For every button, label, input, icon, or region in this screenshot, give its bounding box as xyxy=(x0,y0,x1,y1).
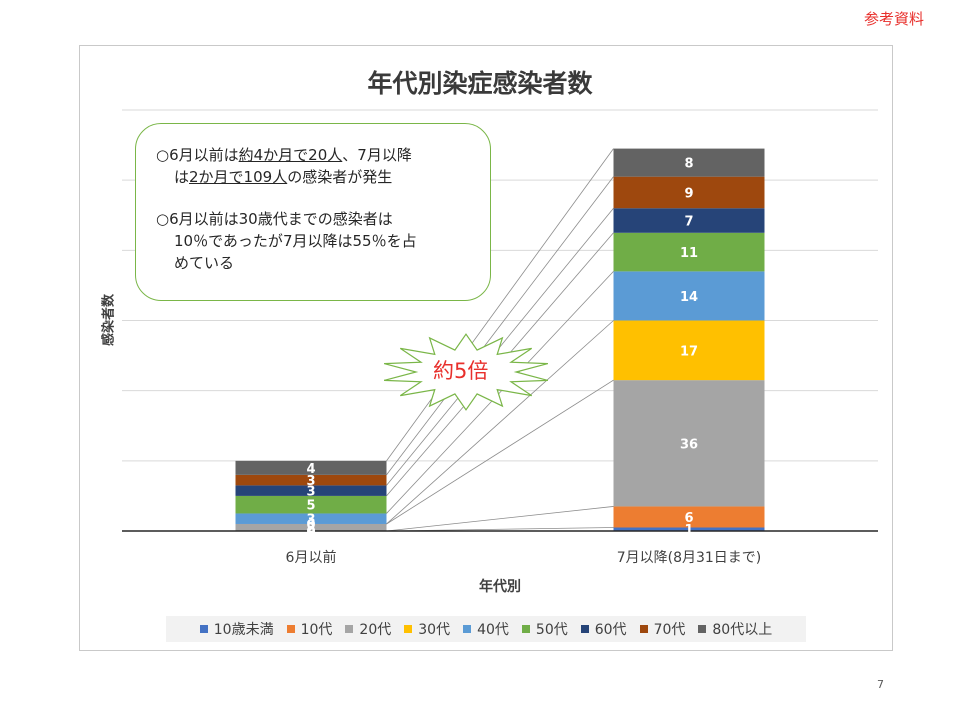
note-text-underlined: 2か月で109人 xyxy=(189,168,288,186)
legend-label: 80代以上 xyxy=(712,622,773,638)
chart-title: 年代別染症感染者数 xyxy=(367,69,593,98)
note-line: ○6月以前は約4か月で20人、7月以降 xyxy=(156,144,474,166)
bar-segment xyxy=(613,506,765,528)
note-line: は2か月で109人の感染者が発生 xyxy=(156,166,474,188)
data-label: 9 xyxy=(684,186,693,201)
data-label: 14 xyxy=(680,290,698,305)
legend-label: 40代 xyxy=(477,622,509,638)
note-text: の感染者が発生 xyxy=(287,168,393,186)
x-tick-label: 7月以降(8月31日まで) xyxy=(616,550,762,566)
chart-frame xyxy=(79,45,893,651)
data-label: 36 xyxy=(680,437,698,452)
legend-swatch xyxy=(463,625,472,633)
data-label: 0 xyxy=(306,525,315,540)
legend-label: 10代 xyxy=(300,622,333,638)
bar-segment xyxy=(613,380,765,507)
legend-label: 20代 xyxy=(359,622,392,638)
burst-label: 約5倍 xyxy=(433,359,489,383)
burst-shape xyxy=(383,333,549,411)
legend-swatch xyxy=(698,625,707,633)
bar-segment xyxy=(235,513,387,524)
bar-segment xyxy=(613,271,765,321)
bar-segment xyxy=(235,474,387,486)
bar-segment xyxy=(613,527,765,531)
data-label: 17 xyxy=(680,344,698,359)
legend-label: 30代 xyxy=(418,622,451,638)
legend-label: 60代 xyxy=(594,622,627,638)
series-connector-line xyxy=(386,506,614,532)
legend-item: 60代 xyxy=(580,619,627,639)
bar-segment xyxy=(613,232,765,272)
legend-item: 70代 xyxy=(639,619,686,639)
data-label: 0 xyxy=(306,525,315,540)
note-text-underlined: 約4か月で20人 xyxy=(238,146,343,164)
legend-swatch xyxy=(345,625,354,633)
x-axis-label: 年代別 xyxy=(479,579,521,595)
series-connector-line xyxy=(386,271,614,514)
note-text: ○6月以前は xyxy=(156,146,239,164)
bar-segment xyxy=(613,320,765,381)
legend-item: 30代 xyxy=(404,619,450,639)
note-text: は xyxy=(174,168,190,186)
legend-swatch xyxy=(199,625,208,633)
bar-segment xyxy=(613,148,765,177)
legend-label: 10歳未満 xyxy=(213,622,274,638)
data-label: 5 xyxy=(306,499,315,514)
reference-label: 参考資料 xyxy=(863,10,924,28)
series-connector-line xyxy=(386,320,614,525)
legend-item: 10代 xyxy=(286,619,333,639)
legend-label: 70代 xyxy=(653,622,686,638)
bar-segment xyxy=(235,495,387,514)
legend-swatch xyxy=(521,625,530,633)
legend-item: 80代以上 xyxy=(698,619,772,639)
page-number: 7 xyxy=(877,678,884,691)
series-connector-line xyxy=(386,148,614,462)
note-text: 、7月以降 xyxy=(342,146,412,164)
legend-item: 40代 xyxy=(463,619,509,639)
y-axis-label: 感染者数 xyxy=(101,293,117,347)
legend-swatch xyxy=(404,625,413,633)
data-label: 1 xyxy=(684,523,693,538)
data-label: 2 xyxy=(306,521,315,536)
data-label: 7 xyxy=(684,215,693,230)
data-label: 4 xyxy=(306,462,315,477)
bar-segment xyxy=(235,485,387,496)
x-tick-label: 6月以前 xyxy=(285,550,337,566)
data-label: 0 xyxy=(306,518,315,533)
chart-legend: 10歳未満 10代 20代 30代 40代 50代 60代 70代 80代以上 xyxy=(166,616,806,642)
legend-item: 20代 xyxy=(345,619,391,639)
note-line: 10％であったが7月以降は55％を占 xyxy=(174,232,417,250)
data-label: 11 xyxy=(680,246,698,261)
annotation-note-box: ○6月以前は約4か月で20人、7月以降 は2か月で109人の感染者が発生 ○6月… xyxy=(135,123,491,301)
bar-segment xyxy=(613,176,765,209)
data-label: 3 xyxy=(306,513,315,528)
note-line: ○6月以前は30歳代までの感染者は xyxy=(156,210,393,228)
data-label: 8 xyxy=(684,157,693,172)
note-line: めている xyxy=(174,254,235,272)
series-connector-line xyxy=(386,176,614,476)
data-label: 6 xyxy=(684,511,693,526)
bar-segment xyxy=(235,523,387,531)
data-label: 3 xyxy=(306,474,315,489)
legend-label: 50代 xyxy=(535,622,568,638)
legend-swatch xyxy=(286,625,295,633)
data-label: 3 xyxy=(306,485,315,500)
bar-segment xyxy=(235,460,387,475)
legend-swatch xyxy=(639,625,648,633)
legend-item: 50代 xyxy=(521,619,568,639)
legend-item: 10歳未満 xyxy=(199,619,274,639)
bar-segment xyxy=(613,208,765,233)
legend-swatch xyxy=(580,625,589,633)
series-connector-line xyxy=(386,379,614,525)
